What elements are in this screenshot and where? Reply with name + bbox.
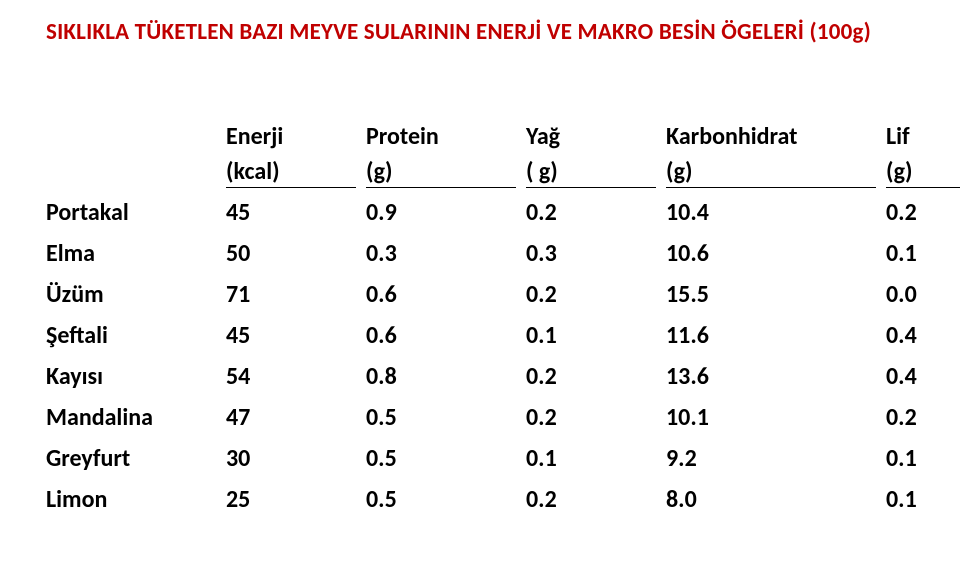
cell-protein: 0.6 [366,274,526,315]
cell-protein: 0.5 [366,438,526,479]
header-energy: Enerji [226,116,366,157]
cell-fiber: 0.4 [886,315,960,356]
table-row: Üzüm 71 0.6 0.2 15.5 0.0 [40,274,960,315]
table-row: Portakal 45 0.9 0.2 10.4 0.2 [40,192,960,233]
header-protein: Protein [366,116,526,157]
cell-carb: 8.0 [666,479,886,520]
cell-carb: 15.5 [666,274,886,315]
nutrition-table: Enerji Protein Yağ Karbonhidrat Lif (kca… [40,116,960,520]
table-row: Elma 50 0.3 0.3 10.6 0.1 [40,233,960,274]
header-blank [40,116,226,157]
unit-fat: ( g) [526,157,666,192]
cell-energy: 50 [226,233,366,274]
cell-label: Üzüm [40,274,226,315]
cell-carb: 13.6 [666,356,886,397]
cell-energy: 47 [226,397,366,438]
cell-carb: 10.6 [666,233,886,274]
cell-protein: 0.5 [366,397,526,438]
unit-protein: (g) [366,157,526,192]
cell-energy: 30 [226,438,366,479]
cell-fiber: 0.1 [886,438,960,479]
cell-fat: 0.3 [526,233,666,274]
cell-fat: 0.2 [526,397,666,438]
cell-fat: 0.2 [526,274,666,315]
table-row: Limon 25 0.5 0.2 8.0 0.1 [40,479,960,520]
cell-fat: 0.2 [526,479,666,520]
cell-label: Limon [40,479,226,520]
cell-energy: 71 [226,274,366,315]
cell-fiber: 0.1 [886,479,960,520]
table-row: Greyfurt 30 0.5 0.1 9.2 0.1 [40,438,960,479]
header-carb: Karbonhidrat [666,116,886,157]
cell-fiber: 0.0 [886,274,960,315]
header-fiber: Lif [886,116,960,157]
cell-protein: 0.6 [366,315,526,356]
cell-carb: 10.4 [666,192,886,233]
cell-fat: 0.1 [526,438,666,479]
cell-label: Mandalina [40,397,226,438]
cell-fiber: 0.1 [886,233,960,274]
cell-label: Şeftali [40,315,226,356]
cell-energy: 45 [226,192,366,233]
unit-blank [40,157,226,192]
cell-fat: 0.2 [526,356,666,397]
cell-energy: 54 [226,356,366,397]
cell-protein: 0.3 [366,233,526,274]
cell-energy: 45 [226,315,366,356]
unit-row: (kcal) (g) ( g) (g) (g) [40,157,960,192]
cell-fiber: 0.2 [886,192,960,233]
header-fat: Yağ [526,116,666,157]
cell-protein: 0.9 [366,192,526,233]
cell-fiber: 0.4 [886,356,960,397]
page-title: SIKLIKLA TÜKETLEN BAZI MEYVE SULARININ E… [40,18,920,46]
cell-carb: 9.2 [666,438,886,479]
cell-label: Portakal [40,192,226,233]
cell-label: Kayısı [40,356,226,397]
table-row: Kayısı 54 0.8 0.2 13.6 0.4 [40,356,960,397]
cell-fat: 0.2 [526,192,666,233]
cell-protein: 0.5 [366,479,526,520]
table-row: Mandalina 47 0.5 0.2 10.1 0.2 [40,397,960,438]
cell-label: Elma [40,233,226,274]
unit-fiber: (g) [886,157,960,192]
page: SIKLIKLA TÜKETLEN BAZI MEYVE SULARININ E… [0,0,960,563]
header-row: Enerji Protein Yağ Karbonhidrat Lif [40,116,960,157]
cell-fiber: 0.2 [886,397,960,438]
cell-carb: 10.1 [666,397,886,438]
cell-protein: 0.8 [366,356,526,397]
cell-label: Greyfurt [40,438,226,479]
cell-energy: 25 [226,479,366,520]
table-row: Şeftali 45 0.6 0.1 11.6 0.4 [40,315,960,356]
unit-energy: (kcal) [226,157,366,192]
unit-carb: (g) [666,157,886,192]
cell-carb: 11.6 [666,315,886,356]
cell-fat: 0.1 [526,315,666,356]
